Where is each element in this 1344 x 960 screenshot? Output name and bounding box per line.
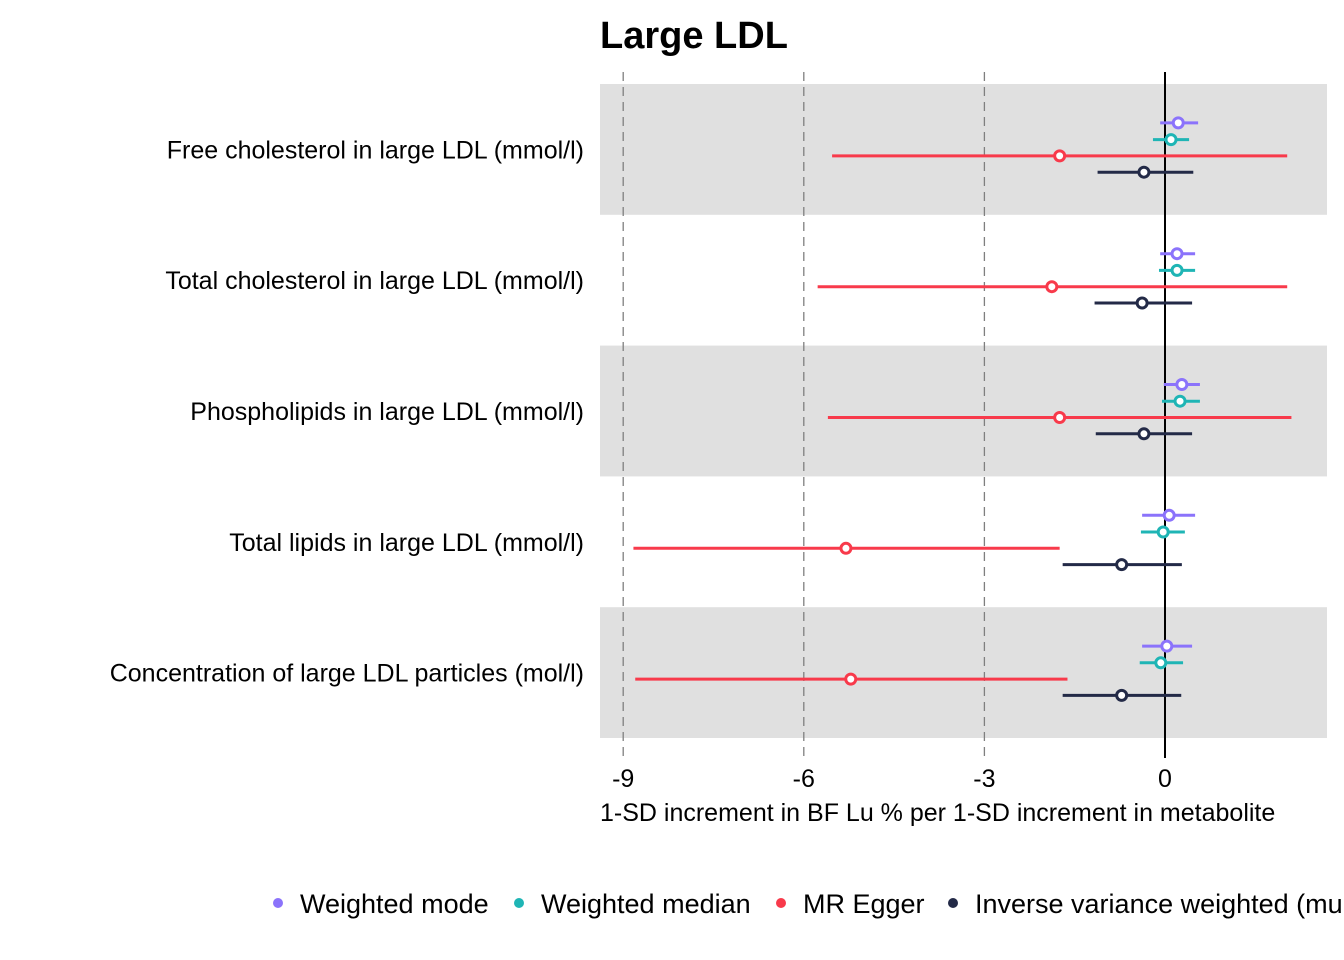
legend-label: Inverse variance weighted (multiplicativ… — [975, 889, 1344, 919]
point-estimate — [1162, 508, 1176, 522]
point-estimate — [1053, 411, 1067, 424]
legend-swatch — [514, 898, 524, 908]
point-estimate — [1170, 247, 1184, 261]
band-layer — [600, 84, 1327, 738]
point-estimate — [1137, 427, 1151, 441]
point-estimate — [1053, 149, 1067, 163]
point-estimate — [839, 541, 853, 555]
point-estimate — [1175, 378, 1189, 391]
point-estimate — [1171, 116, 1185, 130]
x-axis-title: 1-SD increment in BF Lu % per 1-SD incre… — [600, 799, 1275, 827]
series-layer — [633, 116, 1292, 702]
legend-swatch — [776, 898, 786, 908]
legend-label: Weighted median — [541, 889, 751, 919]
x-tick-label: 0 — [1158, 765, 1172, 793]
category-band — [600, 607, 1327, 738]
category-band — [600, 84, 1327, 215]
x-tick-label: -6 — [793, 765, 815, 793]
category-label: Total lipids in large LDL (mmol/l) — [229, 529, 584, 557]
legend-label: Weighted mode — [300, 889, 489, 919]
category-label: Phospholipids in large LDL (mmol/l) — [190, 398, 584, 426]
x-tick-label: -3 — [973, 765, 995, 793]
point-estimate — [1137, 165, 1151, 179]
chart-title: Large LDL — [600, 15, 788, 57]
point-estimate — [1045, 280, 1059, 294]
category-label: Free cholesterol in large LDL (mmol/l) — [167, 136, 584, 164]
point-estimate — [1160, 639, 1174, 653]
legend-swatch — [948, 898, 958, 908]
point-estimate — [1135, 296, 1149, 310]
legend-label: MR Egger — [803, 889, 925, 919]
category-labels: Free cholesterol in large LDL (mmol/l) To… — [110, 136, 584, 687]
point-estimate — [1156, 525, 1170, 539]
point-estimate — [1154, 656, 1168, 670]
category-label: Total cholesterol in large LDL (mmol/l) — [165, 267, 584, 295]
legend: Weighted mode Weighted median MR Egger Inve… — [273, 889, 1344, 919]
category-label: Concentration of large LDL particles (mo… — [110, 660, 584, 688]
category-band — [600, 345, 1327, 477]
x-axis-ticks: -9 -6 -3 0 — [612, 765, 1172, 793]
legend-swatch — [273, 898, 283, 908]
point-estimate — [1115, 688, 1129, 702]
x-tick-label: -9 — [612, 765, 634, 793]
point-estimate — [1173, 394, 1187, 408]
point-estimate — [1164, 133, 1178, 147]
point-estimate — [844, 672, 858, 686]
point-estimate — [1170, 263, 1184, 277]
point-estimate — [1115, 558, 1129, 572]
